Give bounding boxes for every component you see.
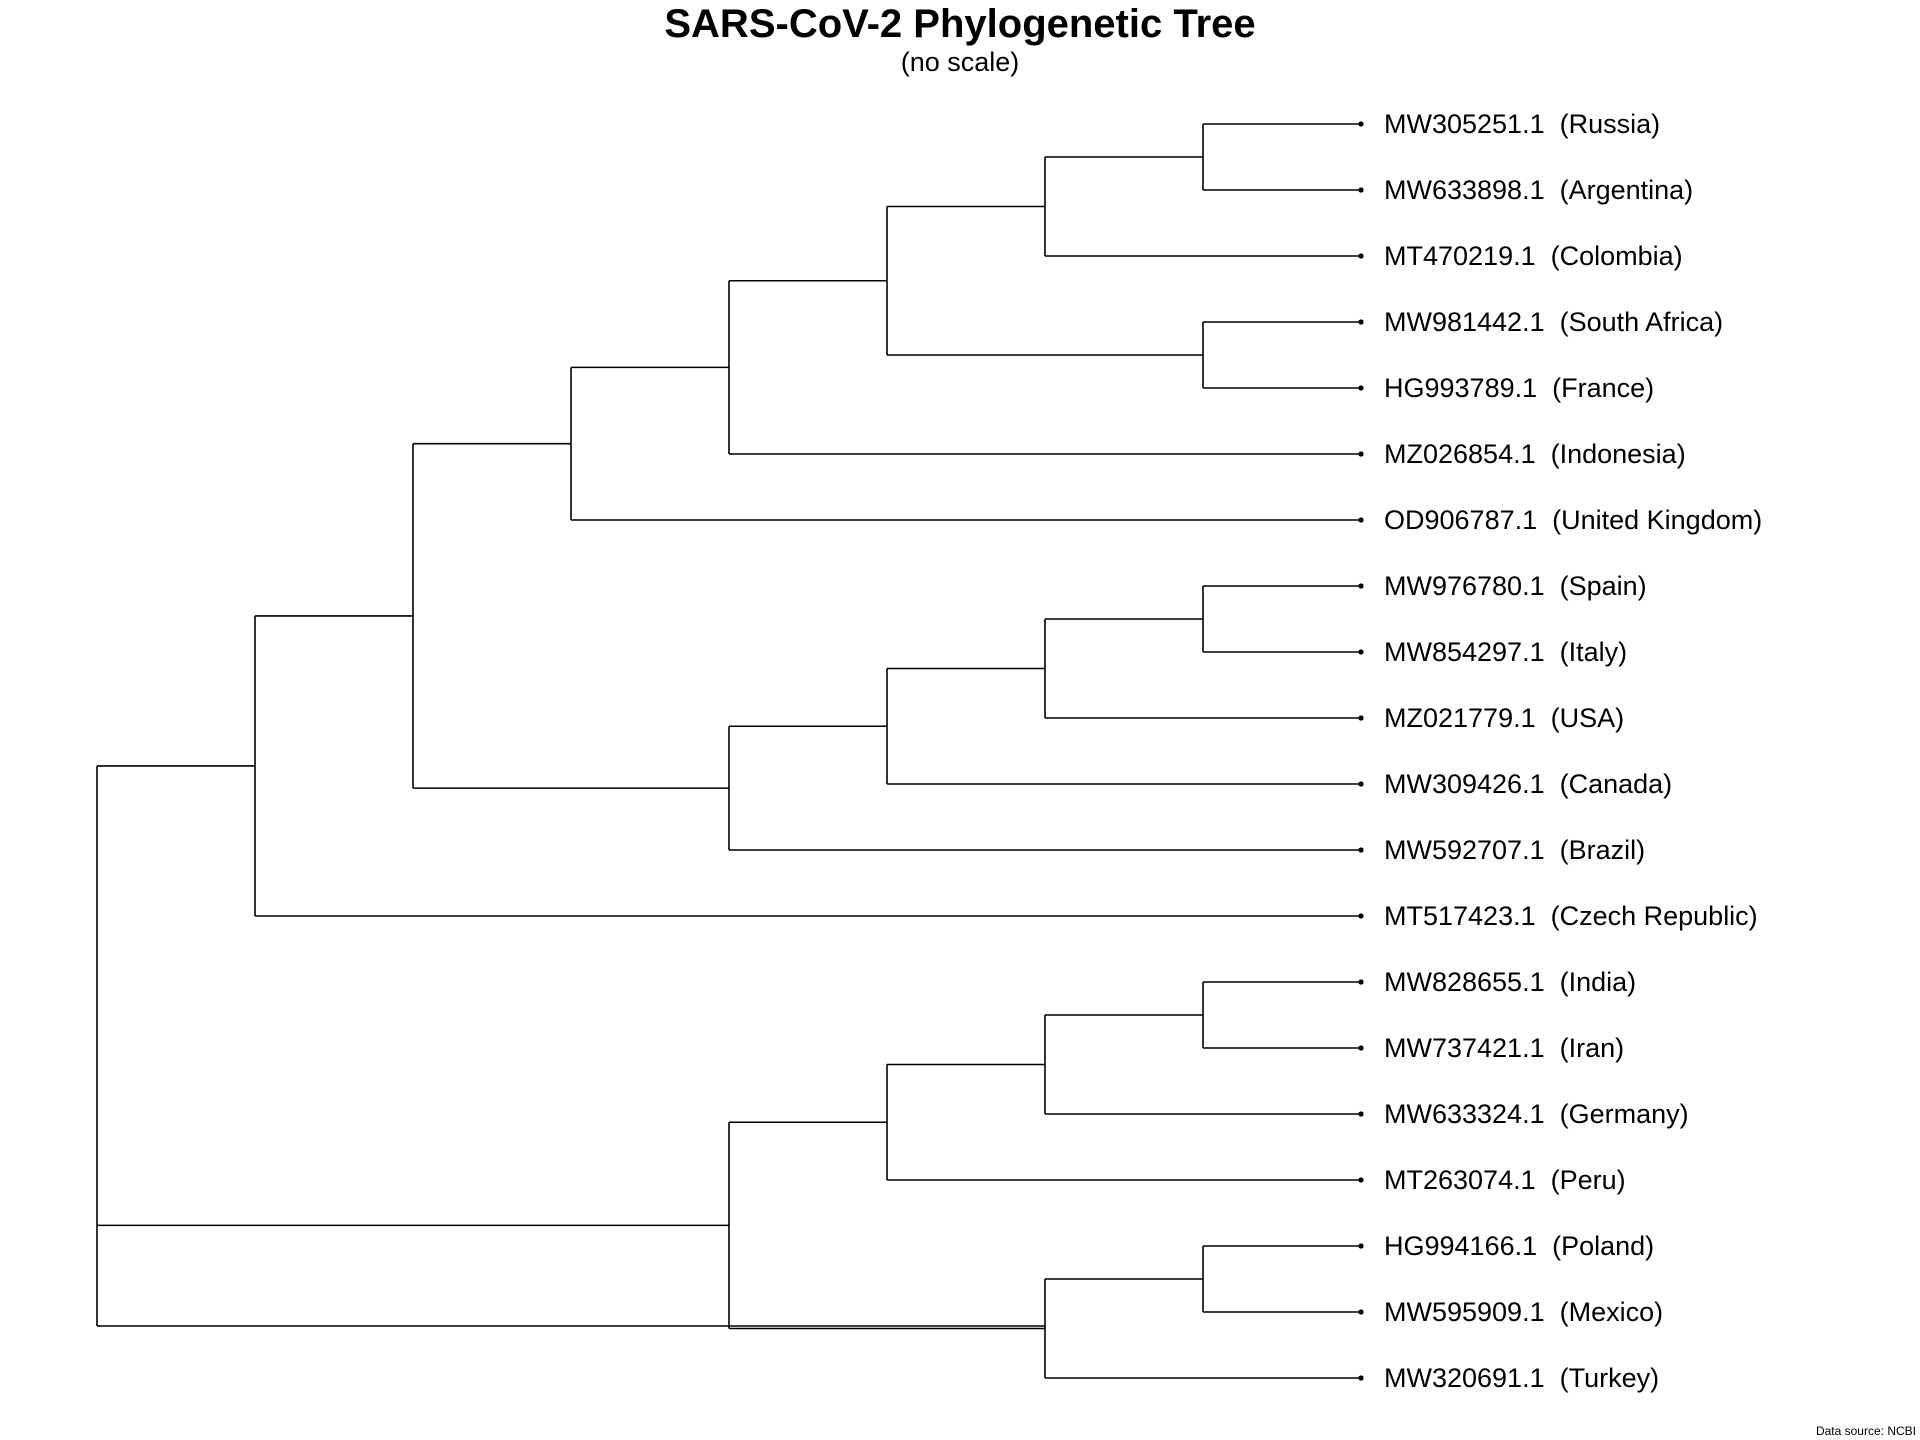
tip-point <box>1358 847 1364 853</box>
tip-label: MW633324.1 (Germany) <box>1384 1099 1689 1129</box>
tip-label: MW592707.1 (Brazil) <box>1384 835 1645 865</box>
tip-label: MW737421.1 (Iran) <box>1384 1033 1624 1063</box>
tip-point <box>1358 1243 1364 1249</box>
tip-point <box>1358 1177 1364 1183</box>
tip-point <box>1358 979 1364 985</box>
tip-label: MZ021779.1 (USA) <box>1384 703 1624 733</box>
tip-point <box>1358 517 1364 523</box>
tip-point <box>1358 253 1364 259</box>
tip-point <box>1358 121 1364 127</box>
tip-point <box>1358 913 1364 919</box>
tip-label: MW981442.1 (South Africa) <box>1384 307 1723 337</box>
tip-label: MW309426.1 (Canada) <box>1384 769 1672 799</box>
tip-label: MW976780.1 (Spain) <box>1384 571 1647 601</box>
tip-point <box>1358 583 1364 589</box>
tip-point <box>1358 781 1364 787</box>
tip-point <box>1358 319 1364 325</box>
tip-point <box>1358 451 1364 457</box>
tip-label: MW828655.1 (India) <box>1384 967 1636 997</box>
tip-label: MT470219.1 (Colombia) <box>1384 241 1683 271</box>
tip-label: MW320691.1 (Turkey) <box>1384 1363 1659 1393</box>
tip-label: MT263074.1 (Peru) <box>1384 1165 1626 1195</box>
tip-point <box>1358 649 1364 655</box>
tip-label: HG993789.1 (France) <box>1384 373 1654 403</box>
tip-point <box>1358 385 1364 391</box>
tip-label: MW305251.1 (Russia) <box>1384 109 1660 139</box>
chart-subtitle: (no scale) <box>900 47 1020 77</box>
tip-point <box>1358 187 1364 193</box>
tip-label: OD906787.1 (United Kingdom) <box>1384 505 1762 535</box>
tip-label: MW854297.1 (Italy) <box>1384 637 1627 667</box>
tip-point <box>1358 1045 1364 1051</box>
tip-point <box>1358 715 1364 721</box>
data-source-caption: Data source: NCBI <box>1815 1424 1916 1438</box>
tip-point <box>1358 1111 1364 1117</box>
chart-title: SARS-CoV-2 Phylogenetic Tree <box>664 2 1256 46</box>
tip-label: MZ026854.1 (Indonesia) <box>1384 439 1686 469</box>
tip-label: HG994166.1 (Poland) <box>1384 1231 1654 1261</box>
tip-label: MW595909.1 (Mexico) <box>1384 1297 1663 1327</box>
tip-label: MW633898.1 (Argentina) <box>1384 175 1693 205</box>
tip-point <box>1358 1375 1364 1381</box>
tip-label: MT517423.1 (Czech Republic) <box>1384 901 1758 931</box>
tip-point <box>1358 1309 1364 1315</box>
